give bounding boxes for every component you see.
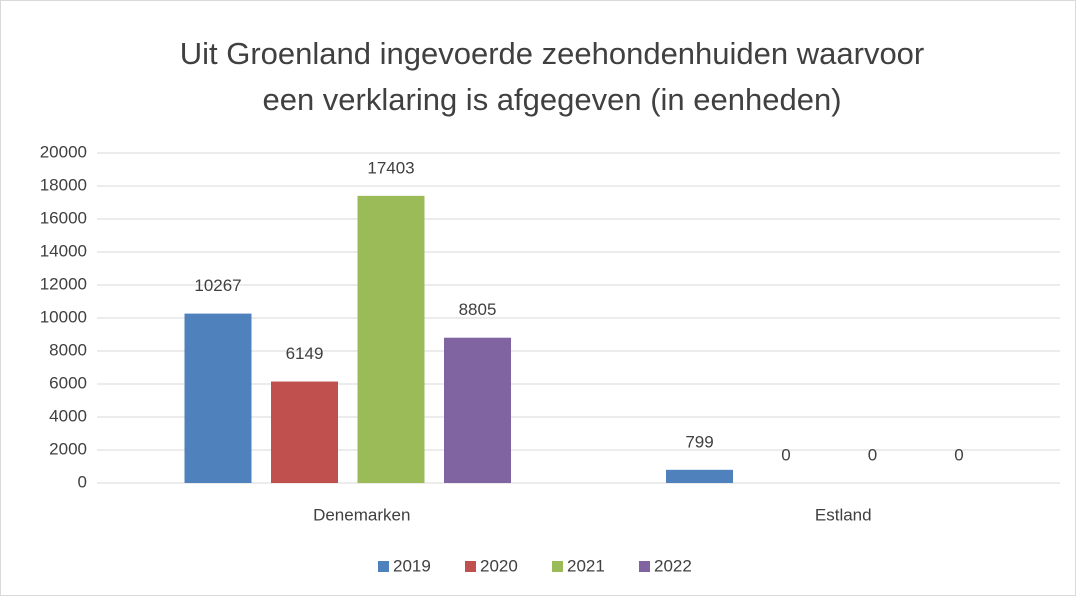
data-label: 0 [954, 445, 963, 464]
y-tick-label: 16000 [40, 208, 87, 227]
y-tick-label: 20000 [40, 142, 87, 161]
data-label: 17403 [367, 158, 414, 177]
y-tick-label: 14000 [40, 241, 87, 260]
data-label: 10267 [194, 276, 241, 295]
data-label: 8805 [459, 300, 497, 319]
y-tick-label: 2000 [49, 439, 87, 458]
y-tick-label: 8000 [49, 340, 87, 359]
x-tick-label: Estland [815, 505, 872, 524]
y-tick-label: 4000 [49, 406, 87, 425]
y-tick-label: 10000 [40, 307, 87, 326]
legend-swatch [378, 561, 389, 572]
bar [444, 337, 511, 483]
legend-label: 2019 [393, 556, 431, 575]
bar [184, 313, 252, 483]
legend-swatch [639, 561, 650, 572]
y-tick-label: 0 [78, 472, 87, 491]
legend-label: 2020 [480, 556, 518, 575]
bar [666, 469, 733, 483]
chart-title: een verklaring is afgegeven (in eenheden… [262, 82, 841, 117]
legend-swatch [552, 561, 563, 572]
y-tick-label: 18000 [40, 175, 87, 194]
legend-label: 2022 [654, 556, 692, 575]
data-label: 6149 [286, 344, 324, 363]
data-label: 0 [781, 445, 790, 464]
legend-label: 2021 [567, 556, 605, 575]
bar [271, 381, 338, 483]
chart-title: Uit Groenland ingevoerde zeehondenhuiden… [180, 36, 925, 71]
y-tick-label: 6000 [49, 373, 87, 392]
data-label: 0 [868, 445, 877, 464]
legend-swatch [465, 561, 476, 572]
y-tick-label: 12000 [40, 274, 87, 293]
bar [357, 195, 425, 483]
x-tick-label: Denemarken [313, 505, 410, 524]
data-label: 799 [685, 432, 713, 451]
